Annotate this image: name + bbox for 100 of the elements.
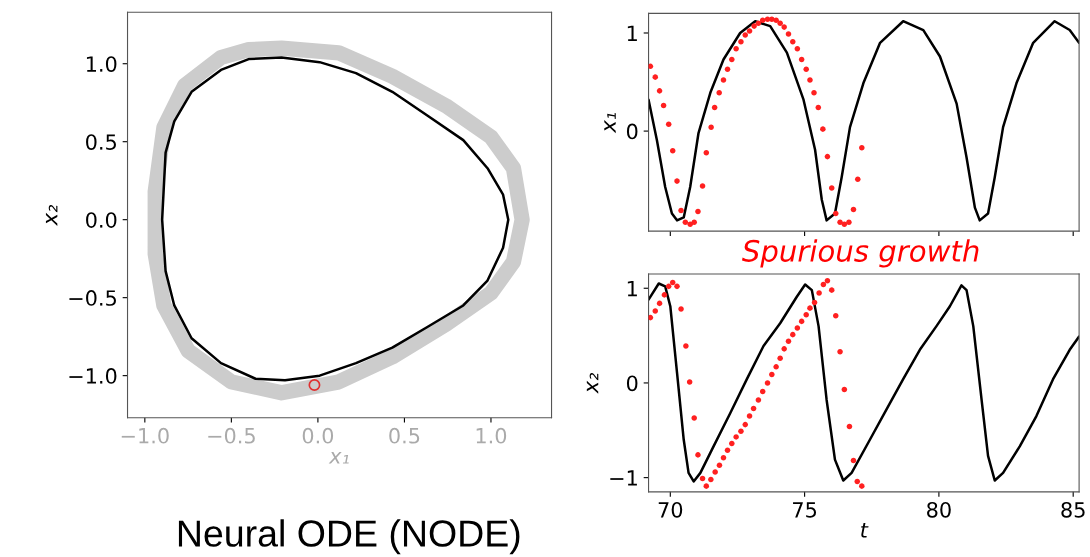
point xyxy=(790,331,796,338)
point xyxy=(820,281,827,288)
point xyxy=(759,388,766,395)
point xyxy=(724,66,731,73)
point xyxy=(837,348,843,355)
point xyxy=(855,176,861,182)
point xyxy=(816,290,822,296)
y-tick-label: −1 xyxy=(610,470,637,486)
point xyxy=(859,144,865,151)
y-tick-label: 0.5 xyxy=(86,134,116,150)
point xyxy=(781,346,787,352)
point xyxy=(794,45,801,52)
y-tick-label: 0.0 xyxy=(86,212,117,228)
point xyxy=(742,32,749,38)
point xyxy=(769,371,775,378)
point xyxy=(777,20,783,26)
point xyxy=(785,338,792,345)
point xyxy=(708,476,714,483)
point xyxy=(729,56,735,63)
point xyxy=(850,457,857,464)
point xyxy=(699,183,706,189)
y-tick-label: 1 xyxy=(627,280,637,297)
text: Spurious growth xyxy=(742,239,979,268)
point xyxy=(738,428,744,435)
y-axis-title: x₂ xyxy=(45,205,58,226)
point xyxy=(755,20,762,26)
point xyxy=(699,475,706,482)
point xyxy=(652,74,659,80)
point xyxy=(733,434,739,440)
point xyxy=(841,386,848,393)
point xyxy=(674,283,680,290)
point xyxy=(764,380,771,386)
point xyxy=(712,469,718,475)
point xyxy=(669,279,676,286)
point xyxy=(832,312,839,319)
point xyxy=(665,283,672,290)
point xyxy=(669,147,676,154)
point xyxy=(820,126,826,132)
x-axis-title: x₁ xyxy=(328,452,349,464)
line-series xyxy=(648,282,1080,483)
x-tick-label: 70 xyxy=(658,501,683,518)
point xyxy=(751,23,757,29)
point xyxy=(755,397,762,403)
point xyxy=(665,121,672,127)
point xyxy=(683,343,689,349)
point xyxy=(720,77,727,83)
y-tick-label: 1.0 xyxy=(86,56,117,72)
point xyxy=(798,56,805,63)
point xyxy=(703,149,710,156)
x-tick-label: 75 xyxy=(793,502,817,518)
point xyxy=(850,206,857,213)
point xyxy=(686,379,693,385)
y-axis-title: x₂ xyxy=(586,372,599,394)
point xyxy=(798,318,805,325)
point xyxy=(678,207,684,214)
y-tick-label: 1 xyxy=(627,25,637,41)
point xyxy=(785,31,792,37)
point xyxy=(720,454,727,461)
point xyxy=(781,24,787,30)
point xyxy=(648,63,654,70)
point xyxy=(691,415,697,421)
point xyxy=(691,219,697,226)
x-axis-title: t xyxy=(861,522,869,538)
point xyxy=(656,88,663,94)
point xyxy=(716,90,722,96)
point xyxy=(674,178,680,184)
y-axis-title: x₁ xyxy=(604,113,616,134)
point xyxy=(832,210,839,217)
point xyxy=(678,306,684,312)
point xyxy=(859,483,865,489)
point xyxy=(837,219,843,226)
point xyxy=(811,90,817,96)
x-tick-label: −0.5 xyxy=(208,427,255,444)
y-tick-label: 0 xyxy=(626,375,638,392)
point xyxy=(807,305,813,311)
point xyxy=(790,39,796,45)
x-tick-label: −1.0 xyxy=(121,427,169,444)
point xyxy=(716,462,723,469)
point xyxy=(656,300,663,307)
point xyxy=(759,17,766,24)
point xyxy=(695,208,701,215)
point xyxy=(824,153,831,160)
point xyxy=(803,66,809,73)
point xyxy=(746,28,753,34)
point xyxy=(746,413,753,419)
point xyxy=(824,277,831,284)
point xyxy=(695,452,701,458)
point xyxy=(742,421,749,428)
x-tick-label: 0.0 xyxy=(302,427,334,444)
point xyxy=(773,364,779,370)
y-tick-label: −0.5 xyxy=(69,290,116,306)
point xyxy=(711,104,718,111)
y-tick-label: 0 xyxy=(626,123,638,140)
point xyxy=(652,308,659,314)
point xyxy=(648,314,654,321)
point xyxy=(682,219,689,226)
point xyxy=(828,287,835,293)
point xyxy=(794,325,801,331)
point xyxy=(803,311,809,318)
x-tick-label: 85 xyxy=(1061,501,1085,518)
